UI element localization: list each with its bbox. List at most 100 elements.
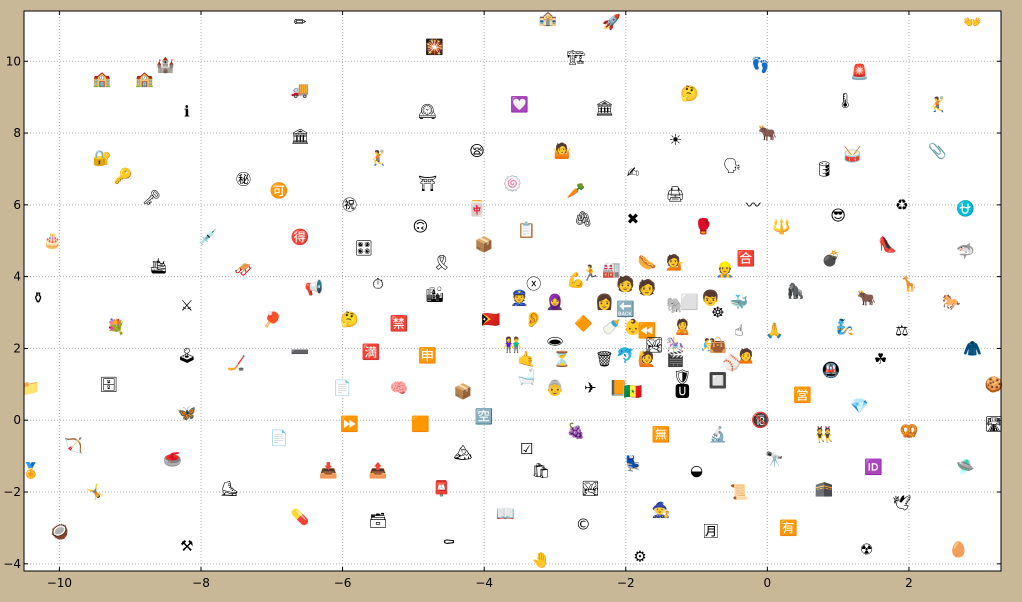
emoji-point: 🐳 xyxy=(730,293,749,311)
emoji-point: 🚇 xyxy=(822,361,841,379)
emoji-point: 🏹 xyxy=(64,436,83,454)
x-tick-label: −2 xyxy=(617,576,635,590)
emoji-point: 🏰 xyxy=(156,56,175,74)
emoji-point: 😪 xyxy=(469,142,485,160)
y-tick-label: 10 xyxy=(6,54,21,68)
y-tick-label: 0 xyxy=(13,413,21,427)
emoji-point: 🖇 xyxy=(574,210,593,228)
emoji-point: 👩 xyxy=(595,293,614,311)
emoji-point: ⬜ xyxy=(680,293,699,311)
emoji-point: 🏛 xyxy=(291,128,310,146)
emoji-point: 👯 xyxy=(815,426,834,444)
emoji-point: 🔐 xyxy=(93,149,112,167)
emoji-point: 🧑 xyxy=(616,274,635,293)
emoji-point: 🥨 xyxy=(900,422,919,440)
emoji-point: 👦 xyxy=(701,289,720,307)
emoji-point: 🛡 xyxy=(673,368,692,386)
emoji-point: 🔱 xyxy=(772,217,791,235)
emoji-point: 🤾 xyxy=(928,95,947,113)
emoji-point: 👜 xyxy=(708,336,727,354)
emoji-point: 🧞 xyxy=(836,318,855,336)
emoji-point: 👵 xyxy=(546,379,565,397)
emoji-point: 🤼 xyxy=(701,336,720,354)
emoji-point: 🈴 xyxy=(737,250,756,268)
emoji-point: ⏱ xyxy=(372,275,384,293)
emoji-point: 🐂 xyxy=(758,124,777,142)
emoji-point: 🏭 xyxy=(602,260,621,278)
emoji-point: 📦 xyxy=(475,235,494,253)
emoji-point: 🎠 xyxy=(666,336,685,354)
emoji-point: 🉑 xyxy=(270,181,289,199)
emoji-point: 🐎 xyxy=(942,293,961,311)
plot-frame xyxy=(23,10,1002,572)
emoji-point: 🈶 xyxy=(779,519,798,537)
emoji-point: 🥚 xyxy=(949,540,968,558)
emoji-point: ⛎ xyxy=(956,199,975,217)
emoji-point: 📎 xyxy=(928,141,947,160)
emoji-point: 🥁 xyxy=(843,146,862,164)
emoji-point: 🙃 xyxy=(413,217,429,235)
x-tick-label: −4 xyxy=(475,576,493,590)
emoji-point: 💁 xyxy=(666,252,685,271)
emoji-point: 📦 xyxy=(454,383,473,401)
emoji-point: 🛷 xyxy=(234,260,253,278)
emoji-point: 🗃 xyxy=(368,512,387,530)
emoji-point: 🈷 xyxy=(703,523,718,541)
emoji-point: 🏔 xyxy=(453,444,472,462)
emoji-point: ✏ xyxy=(294,13,307,31)
emoji-point: 🌭 xyxy=(638,253,657,271)
emoji-point: 🥥 xyxy=(50,523,69,541)
emoji-point: 💟 xyxy=(510,95,529,113)
emoji-point: 🔙 xyxy=(616,300,635,318)
emoji-point: 👣 xyxy=(751,55,770,74)
emoji-point: 🌡 xyxy=(836,92,855,110)
x-tick-label: 2 xyxy=(905,576,913,590)
emoji-point: ✍ xyxy=(627,164,640,182)
emoji-point: 🥕 xyxy=(567,181,586,199)
emoji-point: ☀ xyxy=(669,131,682,149)
emoji-point: 🧙 xyxy=(652,501,671,519)
emoji-point: 🏅 xyxy=(22,461,41,479)
emoji-point: ⚖ xyxy=(895,321,908,339)
emoji-point: 🎇 xyxy=(425,38,444,56)
emoji-point: 📋 xyxy=(517,221,536,239)
emoji-point: 🉐 xyxy=(291,228,310,246)
emoji-point: 📁 xyxy=(22,379,41,397)
emoji-point: 🛍 xyxy=(531,461,550,479)
emoji-point: ⚱ xyxy=(32,289,45,307)
emoji-point: 👠 xyxy=(878,234,897,253)
emoji-point: 👂 xyxy=(524,311,543,329)
emoji-point: 🏃 xyxy=(581,264,600,282)
x-tick-label: −6 xyxy=(334,576,352,590)
emoji-point: 🎗 xyxy=(432,253,451,271)
emoji-point: ➖ xyxy=(291,343,310,361)
emoji-point: 🈳 xyxy=(475,408,494,426)
emoji-point: 🈸 xyxy=(418,347,437,365)
emoji-point: 😎 xyxy=(830,207,846,225)
emoji-point: ㊙ xyxy=(236,171,251,189)
emoji-point: 🚚 xyxy=(291,81,310,99)
emoji-point: 📤 xyxy=(369,461,388,479)
emoji-point: 🐂 xyxy=(857,289,876,307)
y-tick-label: 2 xyxy=(13,341,21,355)
emoji-point: ☘ xyxy=(874,350,887,368)
emoji-point: 🛸 xyxy=(956,457,975,476)
x-tick-label: 0 xyxy=(764,576,772,590)
emoji-point: 🏞 xyxy=(581,479,600,497)
emoji-point: 🈲 xyxy=(390,314,409,332)
emoji-point: 🎂 xyxy=(43,231,62,250)
emoji-point: 📥 xyxy=(319,461,338,479)
emoji-point: 💎 xyxy=(850,397,869,415)
emoji-point: ⚙ xyxy=(633,548,646,566)
emoji-point: 🏫 xyxy=(93,70,112,88)
emoji-point: 🥊 xyxy=(694,217,713,235)
emoji-point: 🧠 xyxy=(390,379,409,397)
emoji-point: ⏪ xyxy=(638,321,657,339)
emoji-point: 🔶 xyxy=(574,314,593,332)
emoji-point: 🏤 xyxy=(539,9,558,27)
emoji-point: 🆔 xyxy=(864,458,883,476)
emoji-point: ⚔ xyxy=(180,296,193,314)
emoji-point: 🆄 xyxy=(675,383,690,401)
emoji-point: 🍥 xyxy=(503,174,522,192)
emoji-point: 🍼 xyxy=(602,318,621,336)
